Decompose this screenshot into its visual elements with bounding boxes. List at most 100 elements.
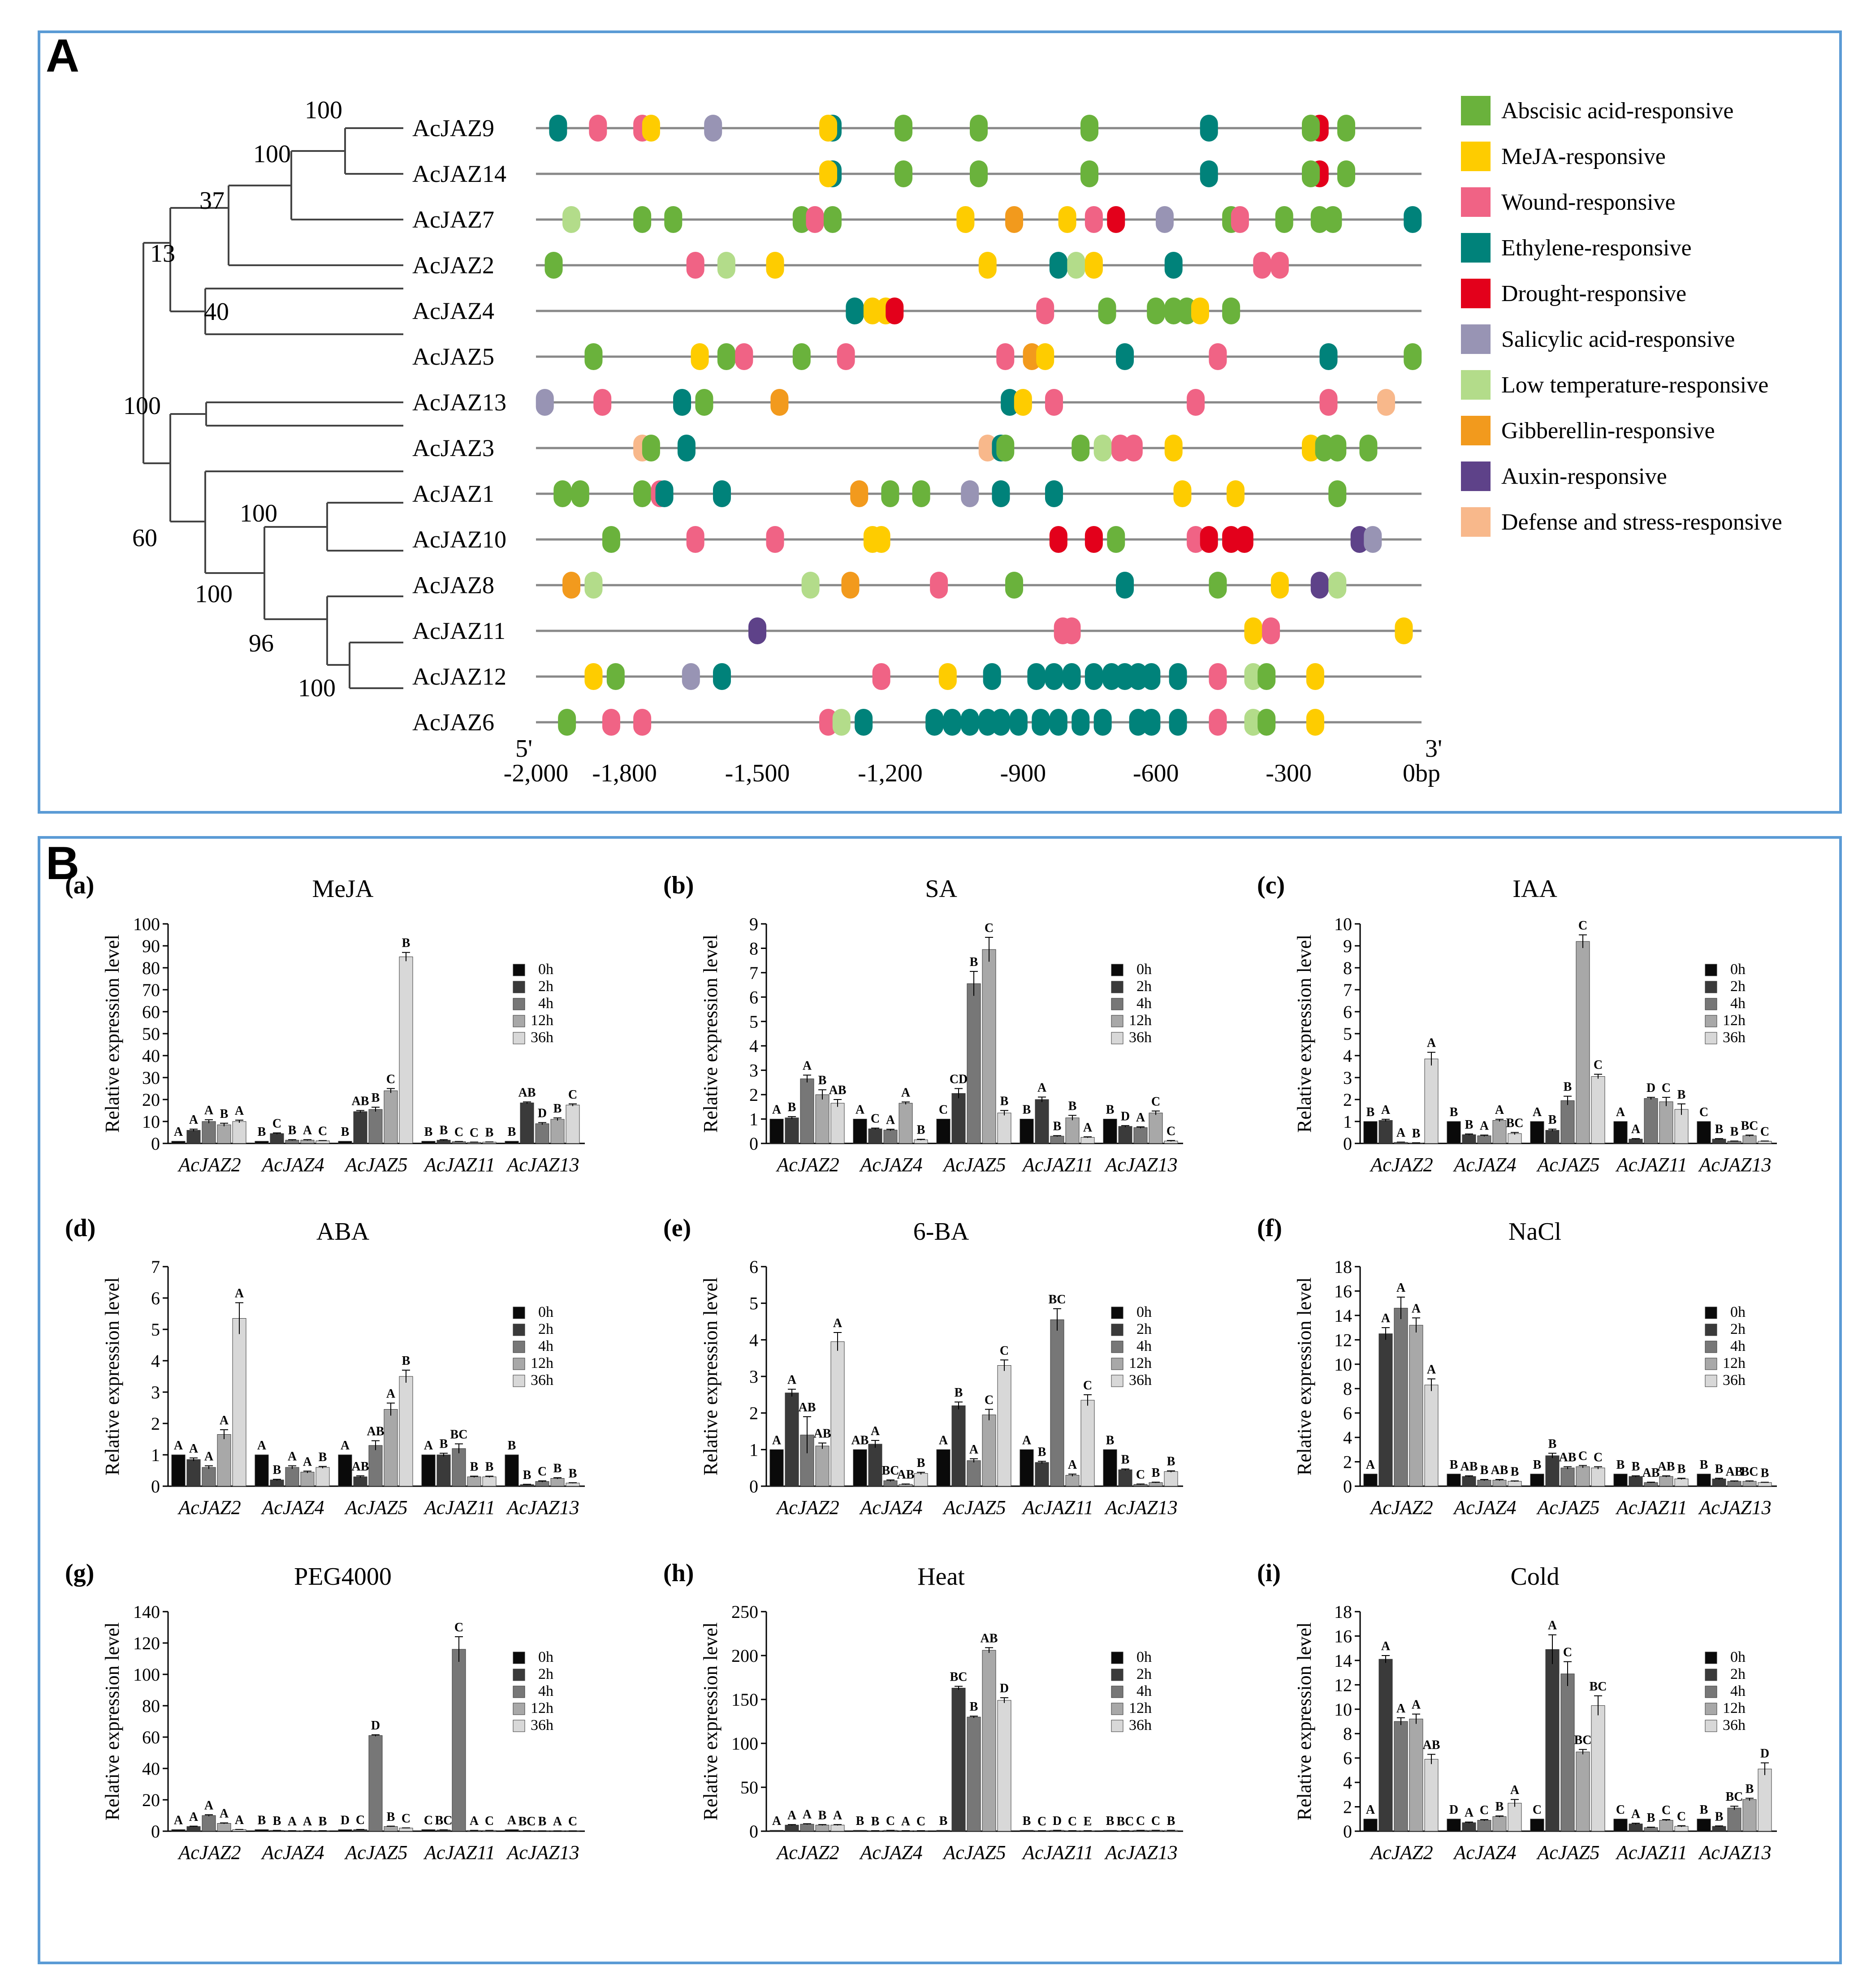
significance-letter: B <box>440 1124 448 1138</box>
legend-swatch <box>513 1375 525 1387</box>
legend-label: 4h <box>1136 1683 1152 1699</box>
cis-element-mark <box>1005 206 1024 233</box>
cis-element-mark <box>956 206 975 233</box>
bar <box>1378 1120 1393 1144</box>
bar <box>982 1414 996 1487</box>
cis-element-mark <box>1142 663 1161 690</box>
significance-letter: AB <box>851 1433 869 1447</box>
significance-letter: B <box>1465 1118 1473 1132</box>
cis-element-mark <box>1209 572 1227 599</box>
cis-element-mark <box>691 343 709 370</box>
y-tick-label: 50 <box>740 1777 758 1798</box>
bar <box>255 1454 269 1487</box>
significance-letter: C <box>272 1117 281 1130</box>
cis-element-mark <box>1302 435 1320 461</box>
significance-letter: C <box>1578 919 1587 933</box>
cis-element-mark <box>1337 160 1356 187</box>
bar <box>300 1472 315 1487</box>
gene-label: AcJAZ13 <box>412 389 506 416</box>
significance-letter: D <box>1053 1814 1062 1828</box>
x-category-label: AcJAZ4 <box>1452 1154 1516 1176</box>
legend-swatch <box>1111 1720 1123 1732</box>
significance-letter: C <box>1068 1815 1077 1828</box>
chart-title: 6-BA <box>913 1218 969 1246</box>
significance-letter: A <box>969 1443 979 1457</box>
cis-element-mark <box>846 298 864 324</box>
cis-element-mark <box>1350 526 1369 553</box>
bar <box>1363 1819 1378 1832</box>
bar <box>1164 1471 1178 1487</box>
y-tick-label: 7 <box>749 963 758 983</box>
y-axis-label: Relative expression level <box>1293 1622 1315 1820</box>
legend-label: Gibberellin-responsive <box>1501 418 1715 444</box>
cis-element-mark <box>792 206 811 233</box>
cis-element-mark <box>983 663 1001 690</box>
significance-letter: B <box>917 1456 925 1470</box>
bar <box>853 1119 867 1144</box>
bar <box>1118 1126 1132 1144</box>
bar <box>1591 1076 1605 1144</box>
bar <box>566 1483 580 1487</box>
bar <box>1409 1325 1423 1487</box>
significance-letter: AB <box>1658 1460 1675 1474</box>
cis-element-mark <box>664 206 683 233</box>
legend-label: 0h <box>1136 961 1152 978</box>
significance-letter: AB <box>352 1095 369 1108</box>
y-tick-label: 100 <box>133 914 160 934</box>
axis-tick-label: -2,000 <box>504 759 569 787</box>
y-tick-label: 1 <box>749 1109 758 1130</box>
significance-letter: C <box>1151 1814 1160 1828</box>
panel-a-label: A <box>46 30 80 82</box>
chart-panel-letter: (i) <box>1257 1559 1281 1587</box>
significance-letter: BC <box>1117 1815 1134 1828</box>
axis-tick-label: 0bp <box>1403 759 1440 787</box>
significance-letter: A <box>174 1125 183 1139</box>
bar <box>951 1405 966 1487</box>
significance-letter: AB <box>981 1631 998 1645</box>
cis-element-mark <box>819 709 838 736</box>
chart-title: PEG4000 <box>294 1563 392 1591</box>
x-category-label: AcJAZ2 <box>775 1496 839 1518</box>
legend-label: MeJA-responsive <box>1501 144 1666 169</box>
cis-element-mark <box>1049 709 1067 736</box>
significance-letter: B <box>1106 1814 1115 1828</box>
significance-letter: A <box>1631 1122 1641 1136</box>
bar <box>830 1341 845 1487</box>
cis-element-mark <box>1169 709 1187 736</box>
legend-label: 12h <box>531 1700 553 1716</box>
x-category-label: AcJAZ5 <box>942 1154 1006 1176</box>
significance-letter: B <box>1106 1103 1115 1117</box>
bar <box>1424 1058 1439 1144</box>
legend-label: 0h <box>1730 961 1746 978</box>
bar <box>1530 1474 1544 1487</box>
legend-swatch <box>1705 1015 1717 1027</box>
cis-element-mark <box>1310 206 1329 233</box>
legend-swatch <box>513 1652 525 1664</box>
legend-label: 4h <box>1730 1683 1746 1699</box>
cis-element-mark <box>1107 526 1125 553</box>
x-category-label: AcJAZ4 <box>1452 1496 1516 1518</box>
x-category-label: AcJAZ11 <box>423 1841 495 1863</box>
x-category-label: AcJAZ5 <box>344 1841 407 1863</box>
cis-element-mark <box>1072 709 1090 736</box>
y-tick-label: 50 <box>142 1024 160 1044</box>
significance-letter: B <box>1715 1462 1724 1476</box>
bar <box>384 1090 398 1144</box>
significance-letter: C <box>538 1465 547 1479</box>
bar <box>1103 1119 1117 1144</box>
bar <box>270 1479 284 1487</box>
legend-label: 2h <box>1136 978 1152 995</box>
significance-letter: AB <box>1491 1463 1508 1477</box>
significance-letter: A <box>424 1439 433 1453</box>
significance-letter: C <box>871 1112 880 1126</box>
significance-letter: B <box>569 1466 577 1480</box>
cis-element-mark <box>1005 572 1024 599</box>
significance-letter: B <box>1730 1125 1739 1139</box>
y-tick-label: 6 <box>1343 1748 1352 1768</box>
y-tick-label: 6 <box>1343 1002 1352 1022</box>
cis-element-mark <box>1049 252 1067 279</box>
significance-letter: B <box>1121 1453 1130 1467</box>
y-tick-label: 0 <box>1343 1476 1352 1496</box>
cis-element-mark <box>655 480 674 507</box>
significance-letter: B <box>1715 1810 1724 1824</box>
